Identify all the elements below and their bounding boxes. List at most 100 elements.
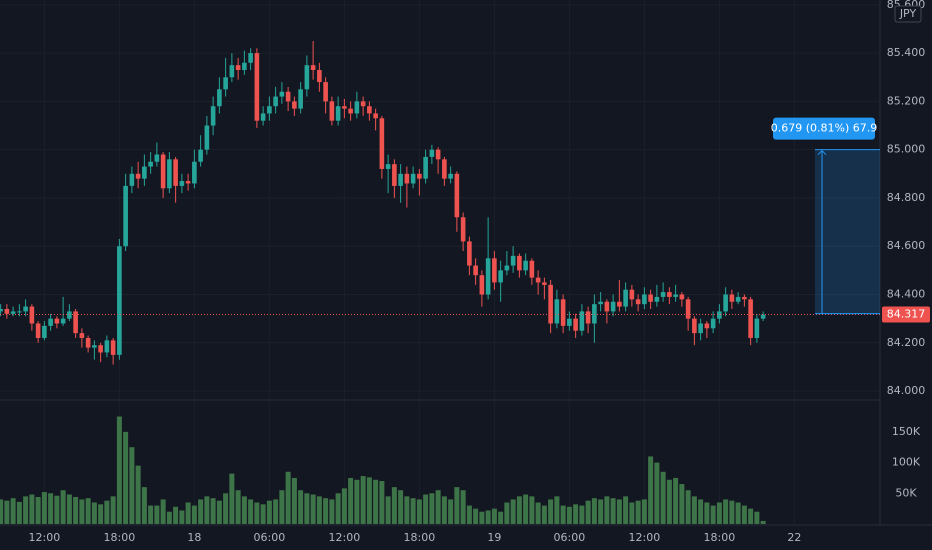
candle-body [679, 294, 685, 300]
volume-tick-label: 100K [892, 456, 921, 469]
candle-body [335, 106, 341, 121]
volume-bar [48, 493, 54, 524]
volume-bar [229, 473, 235, 524]
candle-body [654, 296, 660, 302]
volume-bar [366, 477, 372, 524]
volume-bar [248, 499, 254, 524]
volume-bar [279, 490, 285, 524]
y-tick-label: 84.400 [887, 288, 926, 301]
candle-body [154, 154, 160, 162]
candle-body [29, 306, 35, 324]
candle-body [135, 173, 141, 179]
candle-body [667, 292, 672, 297]
candle-body [704, 323, 710, 329]
volume-bar [554, 496, 560, 524]
candle-body [260, 113, 266, 121]
candle-body [392, 164, 397, 186]
volume-bar [604, 496, 610, 524]
currency-badge [894, 5, 922, 23]
candle-body [354, 101, 360, 114]
volume-bar [410, 498, 416, 524]
volume-bar [510, 499, 516, 524]
candle-body [635, 299, 641, 305]
volume-bar [648, 456, 654, 524]
candle-body [617, 301, 622, 307]
volume-bar [354, 479, 360, 524]
candle-body [523, 260, 528, 271]
candle-body [273, 96, 278, 107]
candle-body [42, 325, 47, 338]
candle-body [760, 314, 766, 319]
volume-bar [160, 499, 166, 524]
volume-bar [610, 498, 616, 524]
volume-bar [641, 499, 647, 524]
volume-bar [491, 508, 497, 524]
volume-bar [398, 490, 404, 524]
candle-body [79, 333, 85, 338]
volume-bar [235, 490, 241, 524]
candle-body [692, 318, 697, 334]
volume-bar [198, 499, 204, 524]
y-tick-label: 84.800 [887, 191, 926, 204]
candle-body [504, 265, 510, 271]
candle-body [342, 106, 347, 109]
volume-bar [260, 504, 266, 524]
volume-bar [348, 477, 354, 524]
candle-body [517, 255, 522, 271]
volume-bar [91, 502, 97, 524]
volume-bar [435, 490, 441, 524]
candle-body [317, 70, 322, 83]
volume-bar [135, 465, 141, 524]
volume-bar [116, 416, 122, 524]
volume-tick-label: 150K [892, 425, 921, 438]
candle-body [629, 289, 635, 300]
volume-bar [429, 493, 435, 524]
candle-body [448, 173, 453, 179]
volume-bar [166, 511, 172, 524]
candle-body [385, 164, 391, 169]
candle-body [60, 318, 66, 324]
volume-bar [73, 496, 79, 524]
candle-body [173, 159, 178, 186]
measure-label: 0.679 (0.81%) 67.9 [771, 122, 878, 135]
x-tick-label: 12:00 [629, 531, 661, 544]
volume-bar [379, 481, 385, 524]
candle-body [710, 318, 716, 329]
candle-body [85, 337, 91, 348]
candle-body [73, 311, 78, 334]
volume-bar [416, 499, 422, 524]
y-tick-label: 84.200 [887, 336, 926, 349]
volume-bar [635, 500, 641, 524]
volume-bar [385, 496, 391, 524]
y-tick-label: 84.600 [887, 239, 926, 252]
candle-body [35, 323, 41, 338]
candle-body [242, 62, 247, 71]
volume-bar [673, 477, 679, 524]
candle-body [373, 113, 378, 119]
volume-bar [448, 499, 454, 524]
volume-bar [404, 496, 410, 524]
candle-body [148, 161, 153, 167]
volume-bar [129, 447, 135, 524]
volume-bar [716, 502, 722, 524]
candle-body [279, 91, 285, 97]
volume-bar [110, 496, 116, 524]
volume-bar [710, 505, 716, 524]
candle-body [660, 292, 666, 297]
volume-bar [723, 499, 729, 524]
candle-body [310, 65, 316, 71]
candle-body [567, 318, 572, 326]
volume-bar [760, 520, 766, 524]
candle-body [110, 340, 116, 355]
candle-body [610, 301, 616, 312]
candle-body [442, 159, 447, 179]
candle-body [17, 311, 22, 313]
x-tick-label: 18:00 [404, 531, 436, 544]
candle-body [104, 340, 110, 353]
volume-bar [123, 431, 129, 524]
volume-bar [223, 493, 229, 524]
candle-body [717, 311, 722, 319]
candle-body [673, 294, 678, 297]
x-tick-label: 06:00 [554, 531, 586, 544]
candle-body [0, 308, 3, 312]
